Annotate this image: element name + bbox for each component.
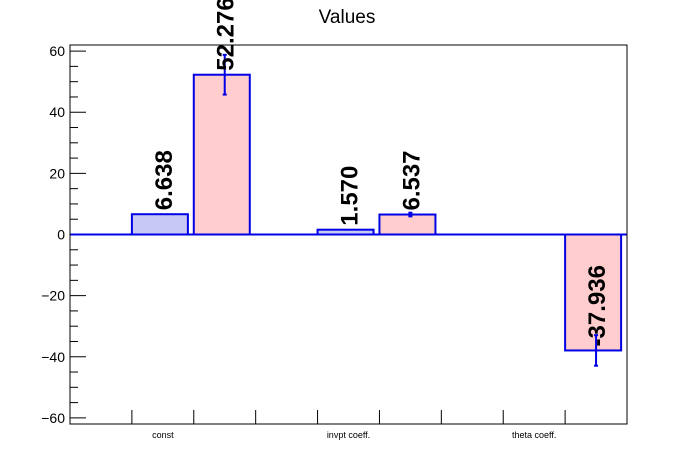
y-tick-label: 20	[49, 165, 65, 181]
y-tick-label: −60	[41, 410, 65, 426]
x-category-label: const	[152, 430, 174, 440]
y-tick-label: −40	[41, 349, 65, 365]
y-tick-label: 0	[57, 227, 65, 243]
bar	[192, 73, 251, 236]
bar	[378, 213, 437, 236]
y-tick-label: 60	[49, 43, 65, 59]
data-labels: 6.638 1.570 52.276 6.537 -37.936	[151, 0, 611, 346]
plot-border	[69, 44, 628, 425]
data-label: 1.570	[337, 166, 364, 226]
y-tick-label: 40	[49, 104, 65, 120]
axes: −60 −40 −20 0 20 40 60 const invpt coeff. theta c…	[41, 43, 566, 440]
plot-frame	[69, 44, 628, 425]
x-category-label: invpt coeff.	[327, 430, 370, 440]
y-tick-label: −20	[41, 288, 65, 304]
chart-title: Values	[319, 7, 376, 28]
data-label: 6.638	[151, 150, 178, 210]
data-label: 52.276	[213, 0, 240, 71]
data-label: -37.936	[584, 265, 611, 346]
data-label: 6.537	[398, 150, 425, 210]
x-category-label: theta coeff.	[512, 430, 556, 440]
bar	[130, 213, 189, 236]
bars	[130, 53, 623, 367]
